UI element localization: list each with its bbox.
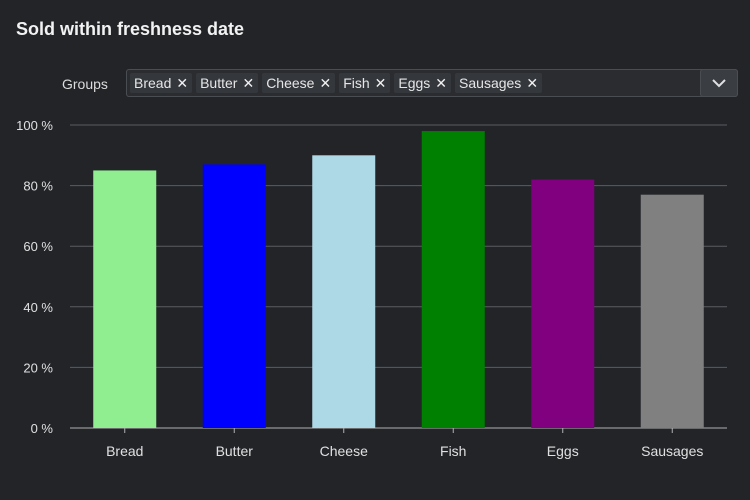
chip-label: Bread (134, 75, 172, 91)
bar-fish (421, 131, 485, 428)
y-tick-label: 40 % (23, 300, 53, 315)
chip-label: Sausages (459, 75, 522, 91)
remove-eggs-button[interactable]: ✕ (435, 74, 448, 91)
bar-sausages (640, 194, 704, 428)
groups-multiselect[interactable]: Bread ✕ Butter ✕ Cheese ✕ Fish ✕ Eggs ✕ … (126, 69, 738, 97)
y-tick-label: 0 % (31, 421, 54, 436)
chip-label: Fish (343, 75, 370, 91)
y-tick-label: 100 % (16, 118, 53, 133)
chip-sausages: Sausages ✕ (455, 73, 543, 93)
x-tick-label: Sausages (641, 443, 703, 459)
chip-label: Butter (200, 75, 238, 91)
chart-title: Sold within freshness date (16, 19, 245, 39)
bar-butter (202, 164, 266, 428)
x-tick-label: Eggs (547, 443, 579, 459)
remove-cheese-button[interactable]: ✕ (319, 74, 332, 91)
chip-eggs: Eggs ✕ (394, 73, 452, 93)
y-tick-label: 20 % (23, 360, 53, 375)
chip-cheese: Cheese ✕ (262, 73, 336, 93)
remove-butter-button[interactable]: ✕ (242, 74, 255, 91)
chip-label: Cheese (266, 75, 315, 91)
groups-label: Groups (62, 76, 108, 92)
chip-label: Eggs (398, 75, 431, 91)
bar-cheese (312, 155, 376, 429)
y-tick-label: 60 % (23, 239, 53, 254)
remove-fish-button[interactable]: ✕ (374, 74, 387, 91)
chip-butter: Butter ✕ (196, 73, 259, 93)
x-tick-label: Fish (440, 443, 466, 459)
remove-bread-button[interactable]: ✕ (176, 74, 189, 91)
dropdown-toggle-button[interactable] (700, 69, 738, 97)
y-tick-label: 80 % (23, 179, 53, 194)
bar-bread (93, 170, 157, 428)
chevron-down-icon (712, 78, 726, 87)
x-tick-label: Bread (106, 443, 143, 459)
chip-bread: Bread ✕ (130, 73, 193, 93)
bar-eggs (531, 179, 595, 428)
x-tick-label: Butter (216, 443, 254, 459)
selected-chips: Bread ✕ Butter ✕ Cheese ✕ Fish ✕ Eggs ✕ … (130, 73, 543, 93)
chip-fish: Fish ✕ (339, 73, 391, 93)
x-tick-label: Cheese (320, 443, 368, 459)
remove-sausages-button[interactable]: ✕ (526, 74, 539, 91)
